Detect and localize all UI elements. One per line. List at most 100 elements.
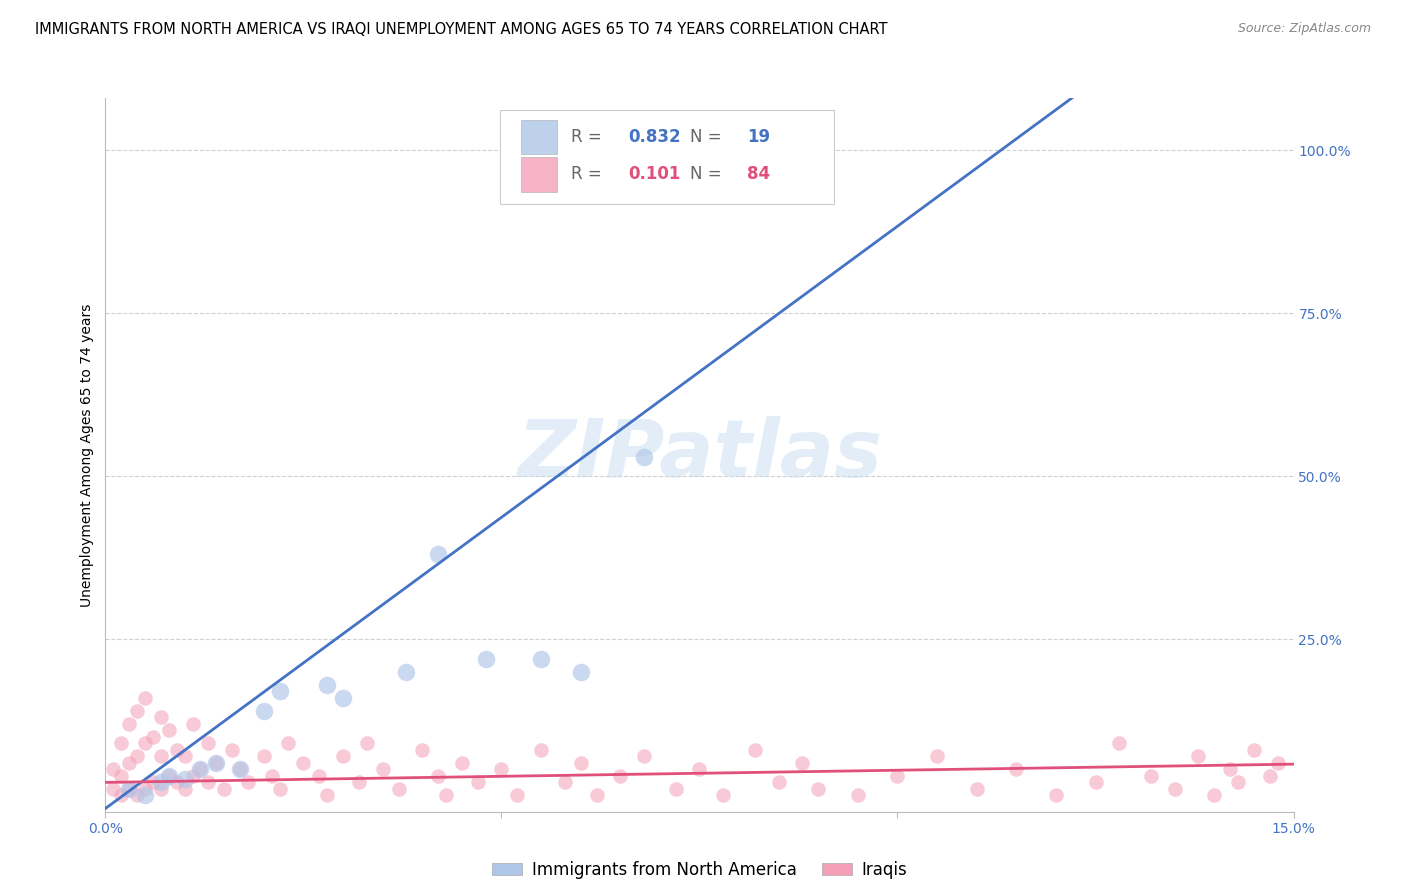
Point (190, 763, 212, 777)
Point (253, 749, 276, 764)
Point (450, 756, 472, 770)
Point (181, 716, 204, 731)
Point (387, 781, 409, 796)
Point (173, 781, 195, 796)
Point (744, 743, 766, 757)
Point (197, 775, 219, 789)
FancyBboxPatch shape (522, 120, 557, 154)
Point (1227, 775, 1250, 789)
Point (197, 736, 219, 750)
Point (1140, 769, 1163, 783)
Point (127, 704, 149, 718)
Point (665, 781, 688, 796)
Point (214, 781, 236, 796)
Point (149, 710, 172, 724)
Point (134, 789, 156, 803)
Point (1243, 743, 1265, 757)
Point (205, 756, 228, 770)
Point (269, 684, 291, 698)
Point (768, 775, 790, 789)
Point (127, 789, 149, 803)
Point (569, 756, 592, 770)
Point (332, 690, 354, 705)
Point (609, 769, 631, 783)
Point (427, 769, 450, 783)
Point (474, 651, 496, 665)
Point (134, 690, 156, 705)
Point (1187, 749, 1209, 764)
Text: R =: R = (571, 128, 607, 146)
Point (530, 743, 553, 757)
Point (157, 769, 180, 783)
Text: IMMIGRANTS FROM NORTH AMERICA VS IRAQI UNEMPLOYMENT AMONG AGES 65 TO 74 YEARS CO: IMMIGRANTS FROM NORTH AMERICA VS IRAQI U… (35, 22, 887, 37)
Point (166, 743, 188, 757)
Point (260, 769, 283, 783)
Point (1267, 756, 1289, 770)
Point (229, 763, 252, 777)
Point (127, 749, 149, 764)
FancyBboxPatch shape (522, 157, 557, 192)
Text: R =: R = (571, 166, 607, 184)
Point (332, 749, 354, 764)
Point (633, 749, 655, 764)
Point (846, 789, 869, 803)
Point (166, 775, 188, 789)
Point (181, 769, 204, 783)
Point (173, 772, 195, 786)
Point (1164, 781, 1187, 796)
Text: 84: 84 (747, 166, 770, 184)
Point (118, 781, 141, 796)
Point (1084, 775, 1107, 789)
Point (491, 763, 513, 777)
Point (134, 781, 156, 796)
Point (467, 775, 489, 789)
Point (110, 736, 132, 750)
Point (103, 781, 125, 796)
Point (149, 775, 172, 789)
Point (157, 723, 180, 738)
Point (103, 763, 125, 777)
Point (157, 769, 180, 783)
Point (434, 789, 457, 803)
Point (530, 651, 553, 665)
Point (1204, 789, 1226, 803)
Point (1258, 769, 1281, 783)
Text: Source: ZipAtlas.com: Source: ZipAtlas.com (1237, 22, 1371, 36)
Point (554, 775, 576, 789)
Point (316, 789, 339, 803)
Point (253, 704, 276, 718)
Point (427, 547, 450, 561)
Y-axis label: Unemployment Among Ages 65 to 74 years: Unemployment Among Ages 65 to 74 years (80, 303, 94, 607)
Point (110, 769, 132, 783)
Point (347, 775, 370, 789)
Point (807, 143, 830, 157)
Point (292, 756, 315, 770)
Point (1045, 789, 1067, 803)
Point (118, 756, 141, 770)
Point (110, 789, 132, 803)
Text: 0.101: 0.101 (628, 166, 681, 184)
Point (149, 749, 172, 764)
Text: 19: 19 (747, 128, 770, 146)
Legend: Immigrants from North America, Iraqis: Immigrants from North America, Iraqis (485, 855, 914, 886)
Point (807, 781, 830, 796)
Point (886, 769, 908, 783)
Point (1108, 736, 1130, 750)
Point (118, 716, 141, 731)
Point (236, 775, 259, 789)
Point (308, 769, 330, 783)
Point (711, 789, 734, 803)
Point (205, 756, 228, 770)
Text: N =: N = (690, 166, 727, 184)
Point (1219, 763, 1241, 777)
Point (134, 736, 156, 750)
Point (277, 736, 299, 750)
Point (411, 743, 433, 757)
Point (689, 763, 711, 777)
Point (585, 789, 607, 803)
Point (221, 743, 243, 757)
Point (190, 763, 212, 777)
Point (142, 730, 165, 744)
Point (118, 781, 141, 796)
Point (792, 756, 814, 770)
